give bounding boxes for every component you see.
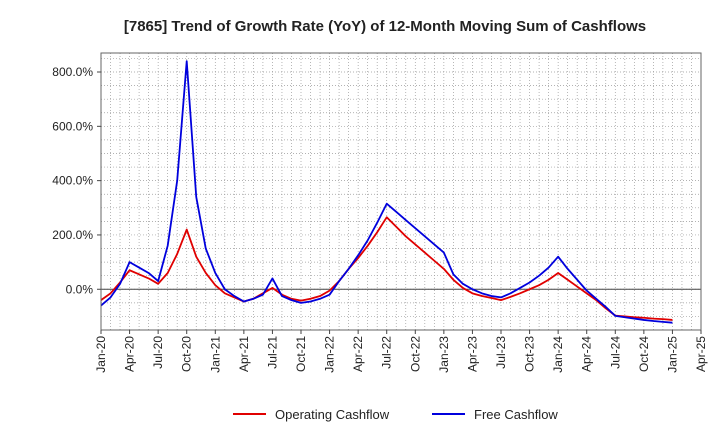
x-tick-label: Apr-24	[580, 336, 594, 372]
y-tick-label: 400.0%	[52, 174, 93, 188]
x-tick-label: Oct-24	[637, 336, 651, 372]
y-tick-label: 600.0%	[52, 119, 93, 133]
x-tick-label: Apr-21	[237, 336, 251, 372]
legend: Operating Cashflow Free Cashflow	[233, 407, 558, 422]
x-tick-label: Oct-22	[408, 336, 422, 372]
series-line-free-cashflow	[100, 60, 673, 324]
x-tick-label: Oct-23	[523, 336, 537, 372]
x-tick-label: Jul-20	[151, 336, 165, 369]
y-tick-labels: 800.0% 600.0% 400.0% 200.0% 0.0%	[52, 65, 101, 296]
x-tick-label: Jul-21	[265, 336, 279, 369]
chart-title: [7865] Trend of Growth Rate (YoY) of 12-…	[124, 18, 646, 35]
y-tick-label: 200.0%	[52, 228, 93, 242]
y-tick-label: 0.0%	[66, 282, 94, 296]
x-tick-label: Oct-21	[294, 336, 308, 372]
x-tick-label: Jan-22	[323, 336, 337, 373]
plot-area-frame	[100, 52, 702, 331]
x-tick-label: Apr-20	[123, 336, 137, 372]
x-tick-labels: Jan-20 Apr-20 Jul-20 Oct-20 Jan-21 Apr-21 Jul-…	[94, 330, 708, 373]
x-tick-label: Jan-23	[437, 336, 451, 373]
x-tick-label: Jan-21	[208, 336, 222, 373]
series-layer	[100, 60, 673, 324]
legend-label: Free Cashflow	[474, 407, 558, 422]
x-tick-label: Oct-20	[180, 336, 194, 372]
x-tick-label: Jan-25	[665, 336, 679, 373]
x-tick-label: Jan-24	[551, 336, 565, 373]
x-tick-label: Apr-25	[694, 336, 708, 372]
x-tick-label: Jul-23	[494, 336, 508, 369]
x-tick-label: Apr-22	[351, 336, 365, 372]
series-line-operating-cashflow	[100, 216, 673, 321]
x-tick-label: Jul-24	[608, 336, 622, 369]
y-tick-label: 800.0%	[52, 65, 93, 79]
grid-layer	[101, 53, 701, 330]
x-tick-label: Apr-23	[465, 336, 479, 372]
legend-label: Operating Cashflow	[275, 407, 390, 422]
x-tick-label: Jan-20	[94, 336, 108, 373]
x-tick-label: Jul-22	[380, 336, 394, 369]
